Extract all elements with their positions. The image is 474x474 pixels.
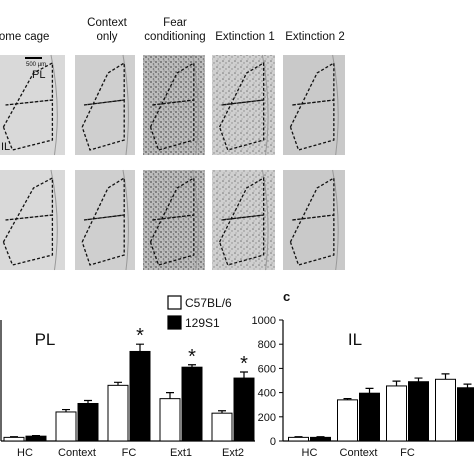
x-tick-label: Context xyxy=(58,447,96,459)
error-bar xyxy=(188,364,196,368)
chart-title: PL xyxy=(35,330,56,349)
bar xyxy=(181,366,203,442)
error-bar xyxy=(463,383,472,388)
error-bar xyxy=(414,377,423,382)
x-tick-label: Ext1 xyxy=(170,447,192,459)
bar xyxy=(159,398,181,442)
x-tick-label: HC xyxy=(17,447,33,459)
column-header: only xyxy=(96,31,117,43)
y-tick-label: 1000 xyxy=(252,315,276,327)
region-outline xyxy=(2,176,54,266)
column-header: Home cage xyxy=(0,31,49,43)
y-tick-label: 0 xyxy=(270,436,276,448)
scale-label: 500 µm xyxy=(26,62,46,68)
bar xyxy=(211,412,233,442)
error-bar xyxy=(240,371,248,379)
region-outline xyxy=(218,176,265,266)
x-tick-label: Ext2 xyxy=(222,447,244,459)
legend-label: C57BL/6 xyxy=(185,296,232,310)
bar xyxy=(55,411,77,442)
error-bar xyxy=(316,436,325,438)
error-bar xyxy=(294,436,303,438)
bar xyxy=(129,350,151,442)
panel-label: c xyxy=(283,289,290,304)
error-bar xyxy=(343,398,352,400)
error-bar xyxy=(218,410,226,414)
error-bar xyxy=(136,343,144,352)
charts: PL HC Context FC Ext1 Ext2 * * * C57BL/6 129S1 0 200… xyxy=(0,289,474,459)
bar xyxy=(3,436,25,442)
y-tick-label: 800 xyxy=(258,339,276,351)
column-header: Extinction 1 xyxy=(215,31,274,43)
micrographs: Home cage Context only Fear conditioning Exti… xyxy=(0,17,345,271)
bar xyxy=(288,436,309,442)
bar xyxy=(359,392,380,442)
region-label: PL xyxy=(32,69,45,81)
error-bar xyxy=(62,408,70,412)
column-header: Extinction 2 xyxy=(285,31,344,43)
bar xyxy=(107,384,129,442)
error-bar xyxy=(10,436,18,438)
error-bar xyxy=(84,399,92,404)
region-outline xyxy=(289,176,335,266)
legend-swatch xyxy=(167,315,182,330)
error-bar xyxy=(392,380,401,386)
legend-swatch xyxy=(167,295,182,310)
micrograph xyxy=(0,170,65,270)
region-outline xyxy=(149,176,195,266)
region-outline xyxy=(289,61,335,151)
error-bar xyxy=(32,434,40,437)
error-bar xyxy=(365,387,374,394)
x-tick-label: FC xyxy=(122,447,137,459)
region-outline xyxy=(149,61,195,151)
region-outline xyxy=(2,61,54,151)
y-tick-label: 400 xyxy=(258,388,276,400)
chart-title: IL xyxy=(348,330,362,349)
column-header: Fear xyxy=(163,17,187,29)
bar xyxy=(408,381,429,442)
error-bar xyxy=(166,392,174,399)
significance-marker: * xyxy=(240,353,248,375)
region-outline xyxy=(218,61,265,151)
y-tick-label: 600 xyxy=(258,363,276,375)
bar xyxy=(233,377,255,442)
x-tick-label: FC xyxy=(400,447,415,459)
column-header: Context xyxy=(87,17,127,29)
column-header: conditioning xyxy=(144,31,205,43)
bar xyxy=(337,399,358,442)
region-label: IL xyxy=(1,141,10,153)
region-outline xyxy=(81,61,125,151)
bar xyxy=(457,387,474,442)
bar xyxy=(435,378,456,442)
x-tick-label: Context xyxy=(340,447,378,459)
error-bar xyxy=(114,381,122,386)
y-tick-label: 200 xyxy=(258,412,276,424)
significance-marker: * xyxy=(136,325,144,347)
bar xyxy=(386,385,407,442)
error-bar xyxy=(441,373,450,380)
bar xyxy=(25,435,47,442)
legend-label: 129S1 xyxy=(185,316,220,330)
region-outline xyxy=(81,176,125,266)
significance-marker: * xyxy=(188,346,196,368)
bar xyxy=(77,402,99,442)
x-tick-label: HC xyxy=(302,447,318,459)
bar xyxy=(310,436,331,442)
